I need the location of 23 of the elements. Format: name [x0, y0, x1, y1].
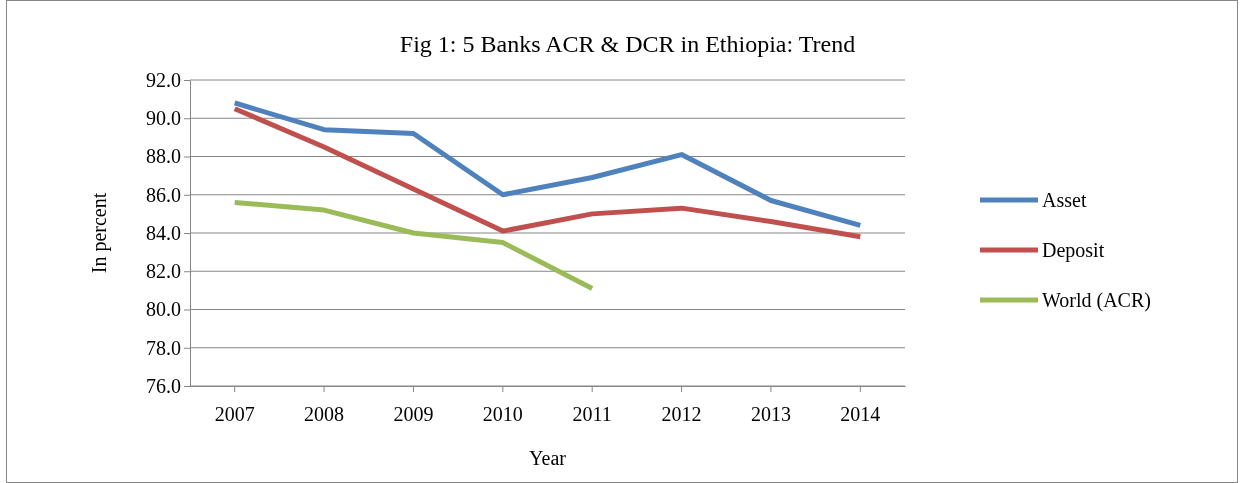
x-axis-title: Year — [529, 447, 567, 469]
y-tick-label: 86.0 — [146, 183, 181, 206]
y-tick-label: 80.0 — [146, 298, 181, 321]
x-tick-label: 2013 — [750, 403, 791, 425]
x-tick-label: 2009 — [393, 403, 434, 425]
legend-label: World (ACR) — [1042, 289, 1151, 312]
y-tick-label: 90.0 — [146, 107, 181, 130]
legend-label: Deposit — [1042, 239, 1105, 262]
legend-label: Asset — [1042, 189, 1087, 211]
chart-title: Fig 1: 5 Banks ACR & DCR in Ethiopia: Trend — [399, 31, 856, 57]
x-tick-label: 2008 — [304, 403, 345, 425]
x-tick-label: 2010 — [482, 403, 523, 425]
x-tick-label: 2007 — [214, 403, 255, 425]
y-tick-label: 76.0 — [146, 374, 181, 397]
y-tick-label: 88.0 — [146, 145, 181, 168]
y-tick-label: 92.0 — [146, 68, 181, 91]
x-tick-label: 2014 — [840, 403, 881, 425]
y-tick-label: 84.0 — [146, 221, 181, 244]
y-tick-label: 82.0 — [146, 260, 181, 283]
y-tick-label: 78.0 — [146, 336, 181, 359]
y-axis-title: In percent — [88, 192, 111, 274]
x-tick-label: 2011 — [572, 403, 612, 425]
x-tick-label: 2012 — [661, 403, 702, 425]
